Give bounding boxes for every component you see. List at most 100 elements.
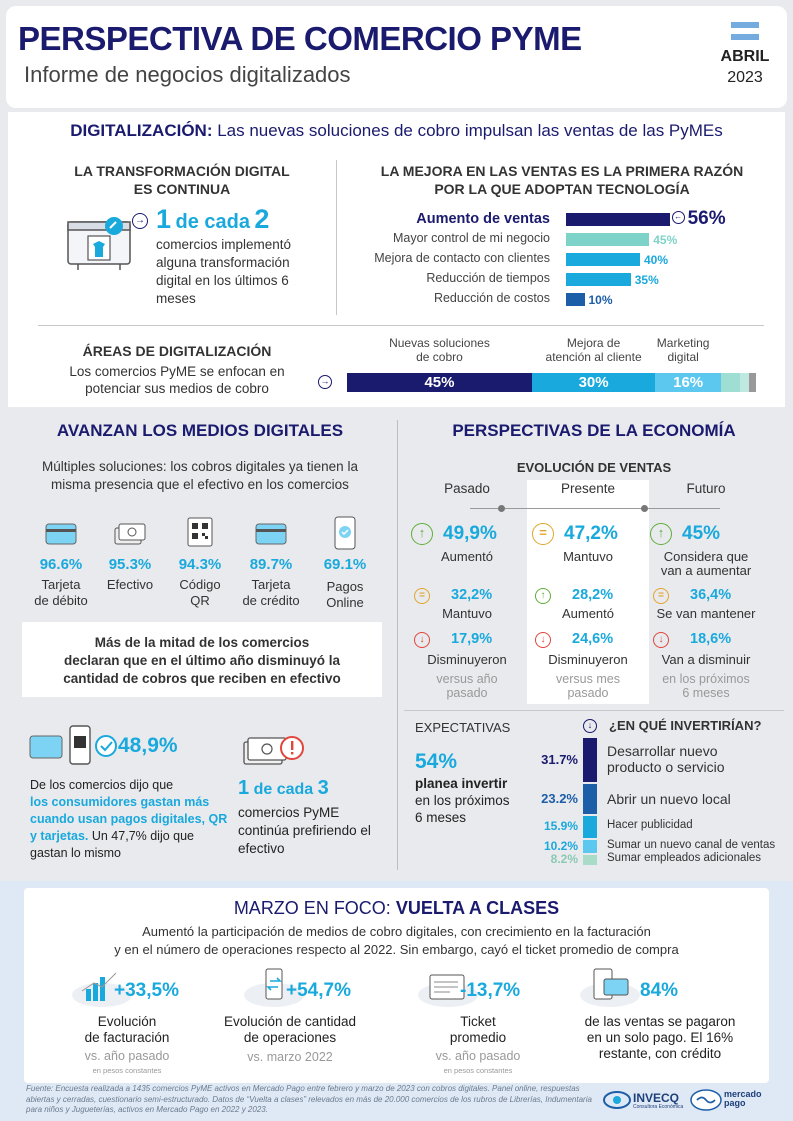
- debit-card-icon: [44, 520, 78, 554]
- method-label: Pagos: [326, 579, 364, 594]
- march-metric-value: +33,5%: [114, 980, 179, 1001]
- reason-label: Aumento de ventas: [416, 211, 550, 227]
- arrow-right-icon: →: [318, 375, 332, 389]
- period-label: Pasado: [444, 481, 490, 496]
- march-metric-label: de facturación: [84, 1030, 170, 1045]
- method-value: 96.6%: [39, 556, 83, 573]
- page-title: PERSPECTIVA DE COMERCIO PYME: [18, 20, 582, 57]
- march-metric-note: vs. año pasado: [435, 1049, 521, 1063]
- reason-label: Reducción de tiempos: [426, 271, 550, 285]
- evolution-label: Mantuvo: [442, 606, 492, 621]
- area-segment: [347, 373, 532, 392]
- cash-warning-icon: [243, 736, 304, 765]
- evolution-value: 47,2%: [564, 523, 618, 544]
- reason-value: 56%: [687, 208, 726, 229]
- reason-label: Reducción de costos: [433, 291, 550, 305]
- medios-description: Múltiples soluciones: los cobros digital…: [42, 459, 358, 492]
- title-line-2: ES CONTINUA: [133, 181, 231, 197]
- evolution-label: Aumentó: [561, 606, 615, 621]
- one-in-three-description: comercios PyME continúa prefiriendo el e…: [238, 805, 371, 856]
- page-subtitle: Informe de negocios digitalizados: [24, 62, 351, 87]
- one-in-two-description: comercios implementó alguna transformaci…: [156, 237, 292, 306]
- method-value: 89.7%: [249, 556, 293, 573]
- invest-bar: [583, 816, 597, 838]
- economia-title: PERSPECTIVAS DE LA ECONOMÍA: [452, 421, 736, 440]
- divider: [336, 160, 337, 315]
- invest-bar: [583, 738, 597, 782]
- invest-label: Desarrollar nuevo: [607, 743, 718, 759]
- method-label: Online: [326, 595, 364, 610]
- sales-evolution-title: EVOLUCIÓN DE VENTAS: [516, 460, 672, 475]
- divider: [397, 420, 398, 870]
- invest-value: 23.2%: [541, 791, 578, 806]
- medios-title: AVANZAN LOS MEDIOS DIGITALES: [56, 421, 344, 440]
- equal-icon: =: [414, 588, 430, 604]
- reason-value: 40%: [644, 253, 669, 267]
- areas-title: ÁREAS DE DIGITALIZACIÓN: [82, 343, 272, 359]
- equal-icon: =: [532, 523, 554, 545]
- online-store-icon: [67, 217, 131, 270]
- evolution-value: 36,4%: [690, 587, 732, 603]
- qr-code-icon: [183, 517, 217, 551]
- method-label: Tarjeta: [251, 577, 291, 592]
- one-in-two-stat: 1 de cada 2: [156, 204, 270, 234]
- arrow-down-icon: ↓: [653, 632, 669, 648]
- header-card: [6, 6, 787, 108]
- invecq-tagline: Consultora Económica: [633, 1104, 684, 1110]
- method-value: 94.3%: [178, 556, 222, 573]
- sales-reason-title: LA MEJORA EN LAS VENTAS ES LA PRIMERA RA…: [380, 163, 744, 197]
- arrow-down-icon: ↓: [414, 632, 430, 648]
- evolution-label: Aumentó: [440, 549, 494, 564]
- report-month: ABRIL: [720, 48, 770, 65]
- source-note: Fuente: Encuesta realizada a 1435 comerc…: [26, 1084, 592, 1114]
- arrow-up-icon: ↑: [650, 523, 672, 545]
- period-footnote: versus año: [436, 672, 498, 686]
- divider: [38, 325, 764, 326]
- arrow-down-icon: ↓: [535, 632, 551, 648]
- period-footnote: pasado: [446, 686, 488, 700]
- timeline-dot: [498, 505, 505, 512]
- area-label: digital: [667, 350, 699, 364]
- digital-spend-description: De los comercios dijo que los consumidor…: [30, 778, 228, 860]
- method-label: QR: [190, 593, 210, 608]
- reason-bar: [566, 293, 585, 306]
- period-footnote: 6 meses: [682, 686, 730, 700]
- arrow-up-icon: ↑: [535, 588, 551, 604]
- period-label: Presente: [560, 481, 616, 496]
- report-year: 2023: [727, 69, 763, 86]
- march-metric-subnote: en pesos constantes: [92, 1066, 162, 1075]
- method-label: Código: [179, 577, 221, 592]
- march-metric-label: Evolución de cantidad: [223, 1014, 357, 1029]
- arrow-right-icon: →: [132, 213, 148, 229]
- evolution-value: 49,9%: [443, 523, 497, 544]
- invest-bar: [583, 784, 597, 814]
- arrow-down-icon: ↓: [583, 719, 597, 733]
- credit-card-icon: [254, 520, 288, 554]
- digital-spend-pct: 48,9%: [118, 734, 178, 757]
- cash-decrease-note: Más de la mitad de los comercios declara…: [22, 622, 382, 697]
- mercado-pago-logo: mercado pago: [724, 1089, 762, 1108]
- invest-label: Sumar empleados adicionales: [607, 852, 762, 864]
- invecq-logo: INVECQ: [633, 1091, 680, 1105]
- reason-label: Mayor control de mi negocio: [392, 231, 550, 245]
- march-metric-label: restante, con crédito: [598, 1046, 722, 1061]
- march-metric-label: Ticket: [460, 1014, 496, 1029]
- area-segment-other: [721, 373, 756, 392]
- invest-value: 31.7%: [541, 752, 578, 767]
- divider: [404, 710, 784, 711]
- digitalization-section: [8, 112, 785, 407]
- reason-bar: [566, 253, 640, 266]
- method-value: 95.3%: [108, 556, 152, 573]
- period-footnote: pasado: [567, 686, 609, 700]
- expectations-pct: 54%: [415, 750, 458, 773]
- area-label: de cobro: [416, 350, 463, 364]
- march-metric-note: vs. marzo 2022: [247, 1050, 333, 1064]
- area-segment: [655, 373, 721, 392]
- march-metric-label: de las ventas se pagaron: [584, 1014, 736, 1029]
- period-footnote: en los próximos: [662, 672, 750, 686]
- evolution-label: Se van mantener: [656, 606, 756, 621]
- title-line-1: LA TRANSFORMACIÓN DIGITAL: [74, 163, 290, 179]
- area-segment: [531, 373, 656, 392]
- expectations-title: EXPECTATIVAS: [415, 720, 511, 735]
- march-metric-label: de operaciones: [243, 1030, 337, 1045]
